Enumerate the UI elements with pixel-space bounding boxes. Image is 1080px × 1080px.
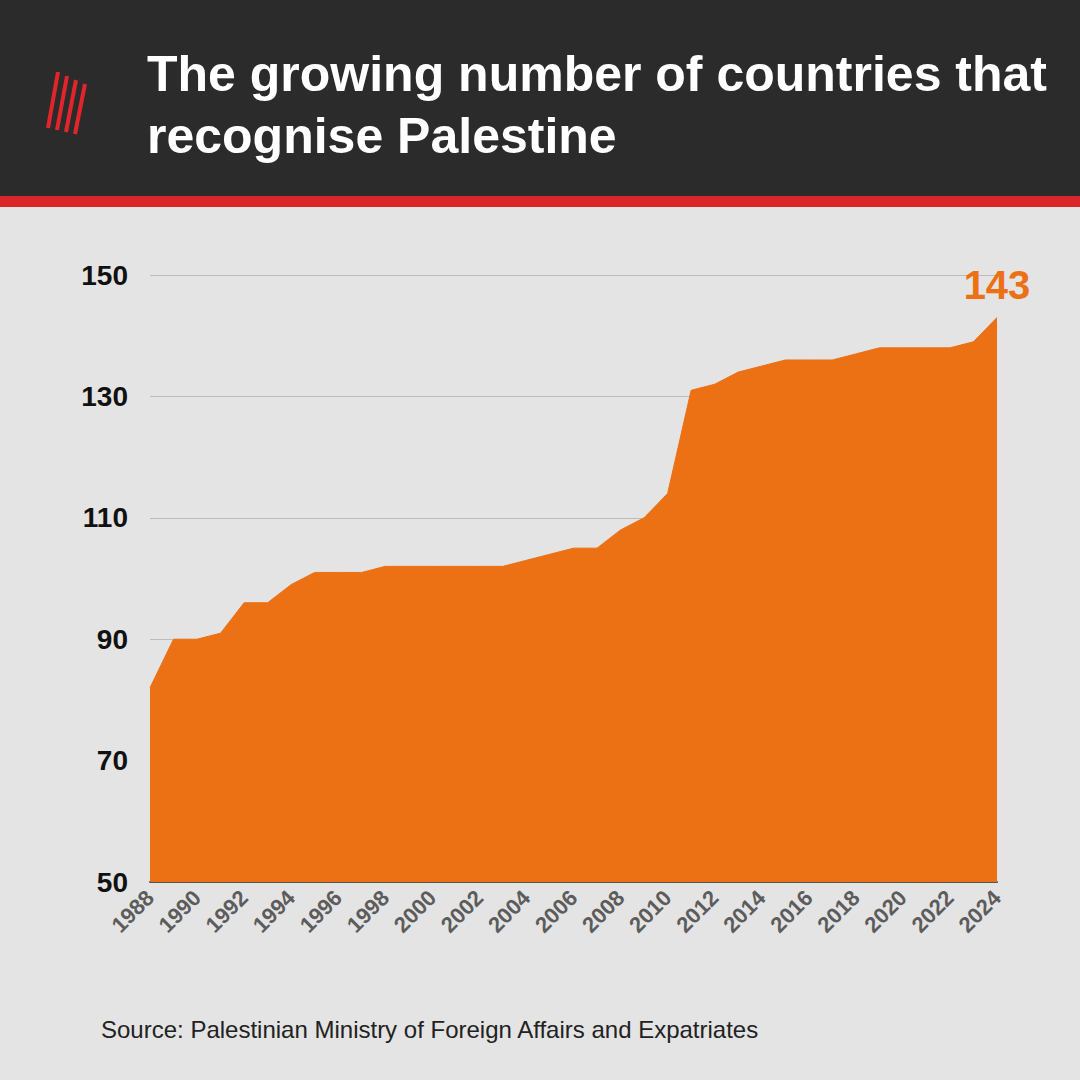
svg-text:2014: 2014 xyxy=(718,885,771,938)
svg-text:50: 50 xyxy=(97,867,128,898)
svg-text:2024: 2024 xyxy=(954,885,1007,938)
svg-text:2006: 2006 xyxy=(530,885,582,937)
svg-text:1994: 1994 xyxy=(248,885,301,938)
svg-text:2004: 2004 xyxy=(483,885,536,938)
svg-text:1996: 1996 xyxy=(295,885,347,937)
svg-text:150: 150 xyxy=(81,260,128,291)
svg-text:2000: 2000 xyxy=(389,885,441,937)
svg-text:143: 143 xyxy=(964,263,1031,307)
svg-text:2022: 2022 xyxy=(907,885,959,937)
svg-text:130: 130 xyxy=(81,381,128,412)
svg-text:Source: Palestinian Ministry o: Source: Palestinian Ministry of Foreign … xyxy=(101,1016,758,1043)
svg-text:recognise Palestine: recognise Palestine xyxy=(147,108,617,164)
svg-text:2020: 2020 xyxy=(859,885,911,937)
svg-text:90: 90 xyxy=(97,624,128,655)
svg-text:2018: 2018 xyxy=(812,885,864,937)
svg-text:2002: 2002 xyxy=(436,885,488,937)
svg-text:2008: 2008 xyxy=(577,885,629,937)
svg-text:1992: 1992 xyxy=(201,885,253,937)
svg-text:1990: 1990 xyxy=(154,885,206,937)
svg-text:The growing number of countrie: The growing number of countries that xyxy=(147,46,1061,102)
svg-text:1998: 1998 xyxy=(342,885,394,937)
svg-text:70: 70 xyxy=(97,745,128,776)
svg-text:2010: 2010 xyxy=(624,885,676,937)
svg-text:1988: 1988 xyxy=(107,885,159,937)
svg-text:2012: 2012 xyxy=(671,885,723,937)
svg-text:2016: 2016 xyxy=(765,885,817,937)
svg-text:110: 110 xyxy=(83,502,128,533)
